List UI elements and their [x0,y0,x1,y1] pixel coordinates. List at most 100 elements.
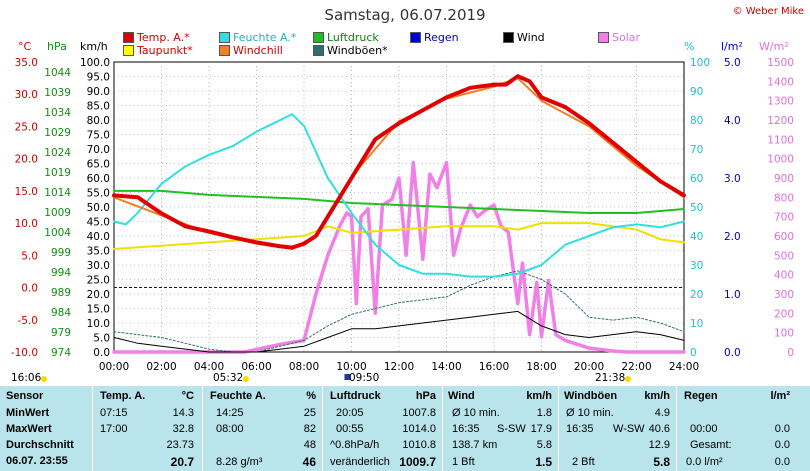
humidity-tick-label: 10 [690,318,703,330]
rain-total-value: 0.0 [774,439,790,451]
weather-chart: 35.0 30.0 25.0 20.0 15.0 10.0 5.0 0.0 -5.0 -10.0 1… [11,57,794,380]
temp-max-value: 32.8 [172,423,194,435]
rain-day-total: 0.0 l/m² [686,456,723,468]
gust-unit: km/h [644,390,670,402]
gust-avg-value: 12.9 [648,439,670,451]
humidity-unit: % [306,390,316,402]
rain-current-value: 0.0 [774,456,790,468]
solar-tick-label: 1200 [767,115,794,127]
gust-beaufort: 2 Bft [572,456,595,468]
pressure-min-value: 1007.8 [402,407,436,419]
humidity-min-time: 14:25 [216,407,244,419]
current-time-marker [344,374,351,380]
sun-icon [41,376,47,382]
solar-tick-label: 700 [774,212,794,224]
rain-max-time: 00:00 [690,423,718,435]
rain-tick-label: 3.0 [724,173,741,185]
speed-tick-label: 40.0 [87,231,110,243]
legend-wind: Wind [503,31,545,44]
copyright-text: © Weber Mike [732,6,804,17]
solar-tick-label: 300 [774,289,794,301]
legend-temp: Temp. A.* [123,31,190,44]
speed-unit-label: km/h [80,40,108,53]
pressure-tick-label: 1014 [44,187,71,199]
pressure-tick-label: 974 [51,347,71,359]
sensor-header: Sensor [6,390,44,402]
wind-column: Wind km/h Ø 10 min. 1.8 16:35 S-SW 17.9 … [442,386,559,471]
solar-tick-label: 1000 [767,154,794,166]
legend-dewpoint: Taupunkt* [123,44,193,57]
chart-title: Samstag, 06.07.2019 [324,6,486,24]
x-tick-label: 10:00 [336,361,366,373]
rain-max-value: 0.0 [774,423,790,435]
solar-tick-label: 900 [774,173,794,185]
pressure-tick-label: 999 [51,247,71,259]
gust-column: Windböen km/h Ø 10 min. 4.9 16:35 W-SW 4… [558,386,677,471]
temp-tick-label: 0.0 [21,283,38,295]
sensor-column: Sensor MinWert MaxWert Durchschnitt 06.0… [0,386,93,471]
humidity-current-value: 46 [302,455,316,469]
humidity-max-time: 08:00 [216,423,244,435]
gust-avg10-value: 4.9 [654,407,670,419]
humidity-tick-label: 80 [690,115,703,127]
rain-tick-label: 5.0 [724,57,741,69]
legend-windchill: Windchill [219,44,283,57]
pressure-tick-label: 1044 [44,67,71,79]
x-tick-label: 14:00 [431,361,461,373]
temp-tick-label: 35.0 [15,57,38,69]
temp-tick-label: 30.0 [15,89,38,101]
series-line-windb-en [113,270,685,353]
humidity-tick-label: 50 [690,202,703,214]
humidity-tick-label: 100 [690,57,710,69]
gust-max-time: 16:35 [566,423,594,435]
pressure-unit-label: hPa [47,40,67,53]
series-line-feuchte-a [113,113,685,278]
speed-tick-label: 50.0 [87,202,110,214]
pressure-column: Luftdruck hPa 20:05 1007.8 00:55 1014.0 … [322,386,443,471]
legend-swatch [219,32,230,43]
row-label-max: MaxWert [6,423,52,435]
legend-gusts: Windböen* [313,44,388,57]
solar-tick-label: 1300 [767,96,794,108]
pressure-tick-label: 984 [51,307,71,319]
x-tick-label: 16:00 [479,361,509,373]
pressure-tick-label: 989 [51,287,71,299]
gust-header: Windböen [564,390,618,402]
humidity-tick-label: 90 [690,86,703,98]
temp-header: Temp. A. [100,390,146,402]
series-line-solar [112,160,686,354]
rain-unit-label: l/m² [721,40,743,53]
row-label-min: MinWert [6,407,50,419]
speed-tick-label: 30.0 [87,260,110,272]
speed-tick-label: 60.0 [87,173,110,185]
x-tick-label: 18:00 [526,361,556,373]
x-tick-label: 20:00 [574,361,604,373]
wind-max-value: 17.9 [530,423,552,435]
pressure-unit: hPa [415,390,436,402]
pressure-tick-label: 979 [51,327,71,339]
temp-tick-label: 15.0 [15,186,38,198]
current-time-label: 09:50 [349,372,380,384]
pressure-tick-label: 1029 [44,127,71,139]
speed-tick-label: 25.0 [87,275,110,287]
pressure-tick-label: 1019 [44,167,71,179]
pressure-max-value: 1014.0 [402,423,436,435]
day-time-label: 16:06 [11,372,42,384]
humidity-tick-label: 20 [690,289,703,301]
speed-tick-label: 95.0 [87,72,110,84]
speed-tick-label: 75.0 [87,130,110,142]
legend-pressure: Luftdruck [313,31,379,44]
sunrise-label: 05:32 [213,372,244,384]
rain-tick-label: 1.0 [724,289,741,301]
x-tick-label: 22:00 [621,361,651,373]
pressure-avg-value: 1010.8 [402,439,436,451]
pressure-trend-rate: ^0.8hPa/h [330,439,380,451]
legend-swatch [410,32,421,43]
pressure-forecast-text: veränderlich [330,456,390,468]
temp-column: Temp. A. °C 07:15 14.3 17:00 32.8 23.73 … [92,386,203,471]
x-tick-label: 08:00 [289,361,319,373]
speed-tick-label: 45.0 [87,217,110,229]
wind-max-direction: S-SW [497,423,526,435]
temp-tick-label: -10.0 [11,347,38,359]
speed-tick-label: 80.0 [87,115,110,127]
